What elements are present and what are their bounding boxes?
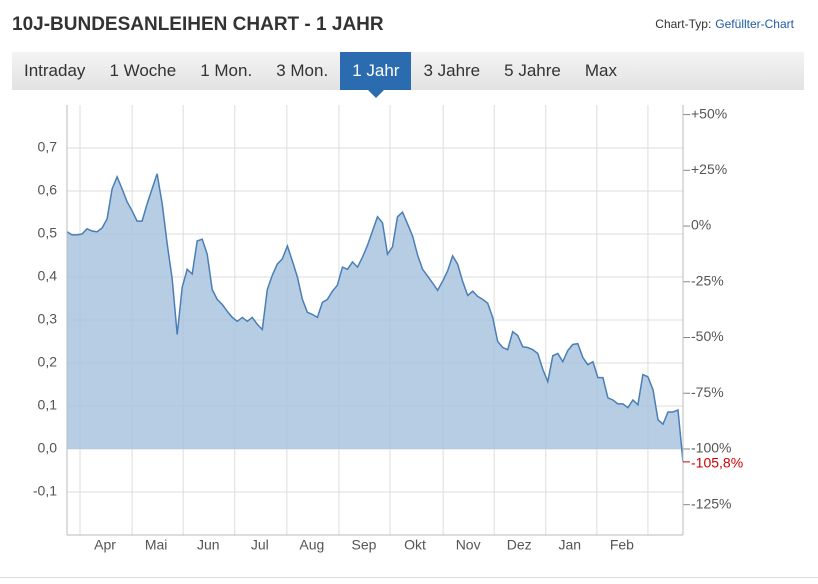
y-tick-label: 0,4 — [38, 268, 58, 284]
x-tick-label: Sep — [352, 537, 377, 553]
y2-tick-label: +25% — [691, 161, 727, 177]
x-tick-label: Jul — [251, 537, 269, 553]
y2-tick-label: -75% — [691, 384, 724, 400]
chart-type: Chart-Typ: Gefüllter-Chart — [655, 17, 794, 31]
x-tick-label: Mai — [145, 537, 168, 553]
y-tick-label: 0,3 — [38, 311, 58, 327]
tab[interactable]: Intraday — [24, 61, 86, 80]
tab[interactable]: 1 Jahr — [340, 52, 412, 98]
last-value-label: -105,8% — [691, 455, 743, 471]
y-tick-label: 0,2 — [38, 354, 58, 370]
tab[interactable]: 3 Jahre — [423, 61, 481, 80]
y2-tick-label: -50% — [691, 328, 724, 344]
y2-tick-label: -125% — [691, 495, 731, 511]
x-tick-label: Apr — [94, 537, 116, 553]
x-tick-label: Jun — [197, 537, 220, 553]
area-fill — [67, 173, 683, 462]
chart-type-link[interactable]: Gefüllter-Chart — [715, 17, 794, 31]
y-tick-label: -0,1 — [33, 483, 57, 499]
y-tick-label: 0,1 — [38, 397, 58, 413]
tab-bar: Intraday 1 Woche 1 Mon. 3 Mon. 1 Jahr 3 Jahre… — [12, 52, 804, 98]
chart-type-label: Chart-Typ: — [655, 17, 712, 31]
x-tick-label: Okt — [404, 537, 426, 553]
y-tick-label: 0,5 — [38, 225, 58, 241]
y2-tick-label: 0% — [691, 217, 711, 233]
tab[interactable]: 5 Jahre — [504, 61, 561, 80]
x-tick-label: Aug — [299, 537, 324, 553]
x-tick-label: Feb — [610, 537, 634, 553]
page-title: 10J-BUNDESANLEIHEN CHART - 1 JAHR — [12, 14, 384, 35]
y2-tick-label: -25% — [691, 272, 724, 288]
y2-tick-label: +50% — [691, 105, 727, 121]
y2-tick-label: -100% — [691, 440, 731, 456]
x-tick-label: Dez — [507, 537, 532, 553]
tab[interactable]: Max — [584, 61, 617, 80]
area-line — [66, 173, 684, 462]
tab[interactable]: 1 Mon. — [200, 61, 253, 80]
tab[interactable]: 1 Woche — [109, 61, 177, 80]
x-tick-label: Nov — [456, 537, 481, 553]
divider — [0, 577, 818, 578]
y-tick-label: 0,0 — [38, 440, 58, 456]
y-tick-label: 0,7 — [38, 139, 58, 155]
tab[interactable]: 3 Mon. — [276, 61, 329, 80]
x-tick-label: Jan — [559, 537, 582, 553]
y-tick-label: 0,6 — [38, 182, 58, 198]
